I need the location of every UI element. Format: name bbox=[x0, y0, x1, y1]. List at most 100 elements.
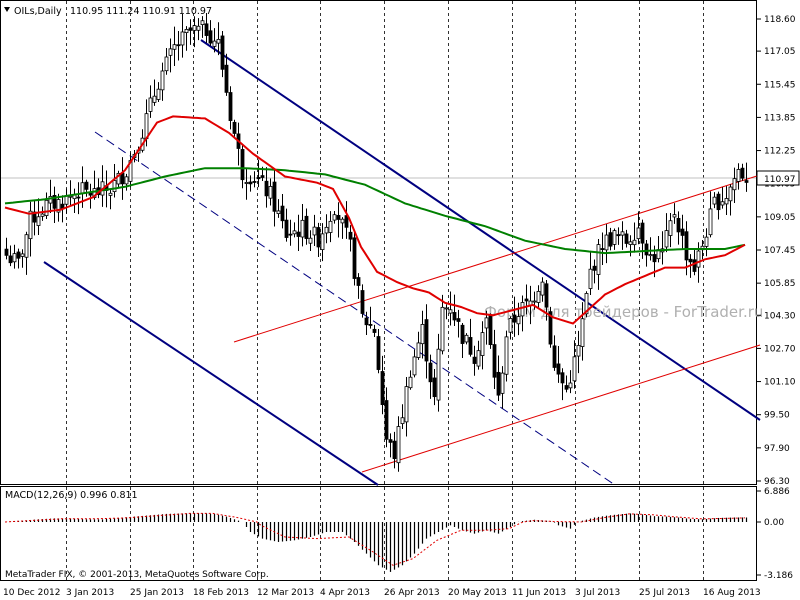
candle-body bbox=[364, 317, 369, 326]
candle-body bbox=[312, 226, 317, 236]
candle-body bbox=[612, 230, 617, 245]
candle-body bbox=[240, 149, 245, 181]
time-tick-label: 25 Jul 2013 bbox=[639, 588, 690, 598]
candle-body bbox=[728, 186, 733, 202]
macd-axis: 6.886 0.00 -3.186 bbox=[757, 487, 793, 581]
candle-body bbox=[120, 172, 125, 185]
candle-body bbox=[524, 298, 529, 302]
candle-body bbox=[712, 196, 717, 205]
candle-body bbox=[580, 318, 585, 347]
candle-body bbox=[520, 302, 525, 317]
channel-line bbox=[233, 174, 761, 343]
candle-body bbox=[16, 251, 21, 259]
price-tick-label: 118.60 bbox=[764, 15, 796, 25]
candle-body bbox=[344, 215, 349, 228]
candle-body bbox=[584, 293, 589, 315]
candle-body bbox=[664, 230, 669, 248]
candle-body bbox=[624, 233, 629, 244]
time-axis: 10 Dec 2012 3 Jan 2013 25 Jan 2013 18 Feb 2… bbox=[3, 588, 761, 598]
candle-body bbox=[400, 417, 405, 425]
candle-body bbox=[260, 175, 265, 178]
macd-label: MACD(12,26,9) 0.996 0.811 bbox=[5, 490, 138, 501]
candle-body bbox=[328, 220, 333, 233]
candle-body bbox=[352, 237, 357, 279]
symbol-marker-icon bbox=[4, 7, 10, 12]
candle-body bbox=[184, 29, 189, 34]
candle-body bbox=[572, 356, 577, 382]
candle-body bbox=[56, 199, 61, 213]
candle-body bbox=[504, 336, 509, 375]
candle-body bbox=[560, 372, 565, 384]
current-price-label: 110.97 bbox=[764, 175, 796, 185]
candle-body bbox=[464, 334, 469, 343]
candle-body bbox=[24, 234, 29, 258]
candle-body bbox=[704, 236, 709, 247]
candle-body bbox=[304, 215, 309, 239]
candle-body bbox=[476, 350, 481, 367]
candle-body bbox=[368, 324, 373, 326]
time-tick-label: 10 Dec 2012 bbox=[3, 588, 61, 598]
candle-body bbox=[436, 348, 441, 401]
candle-body bbox=[648, 254, 653, 257]
candle-body bbox=[244, 182, 249, 184]
candle-body bbox=[316, 227, 321, 248]
candle-body bbox=[432, 377, 437, 398]
candle-body bbox=[92, 188, 97, 198]
time-tick-label: 26 Apr 2013 bbox=[384, 588, 440, 598]
candle-body bbox=[408, 376, 413, 389]
candle-body bbox=[552, 345, 557, 368]
candle-body bbox=[52, 195, 57, 209]
candle-body bbox=[252, 181, 257, 183]
candle-body bbox=[608, 232, 613, 247]
candle-body bbox=[36, 216, 41, 226]
candle-body bbox=[708, 208, 713, 236]
candle-body bbox=[564, 385, 569, 390]
candle-body bbox=[360, 290, 365, 314]
candle-body bbox=[692, 259, 697, 272]
price-tick-label: 107.45 bbox=[764, 246, 796, 256]
symbol-label: OILs,Daily bbox=[14, 6, 62, 17]
candle-body bbox=[332, 214, 337, 221]
candle-body bbox=[268, 186, 273, 199]
candle-body bbox=[280, 205, 285, 222]
candle-body bbox=[172, 44, 177, 50]
candle-body bbox=[576, 345, 581, 357]
ma-slow-line bbox=[4, 167, 746, 255]
candle-body bbox=[500, 372, 505, 394]
candle-body bbox=[716, 193, 721, 211]
candle-body bbox=[168, 48, 173, 56]
candle-body bbox=[108, 192, 113, 196]
price-tick-label: 101.10 bbox=[764, 378, 796, 388]
candle-body bbox=[148, 97, 153, 112]
candle-body bbox=[324, 226, 329, 234]
candle-body bbox=[340, 218, 345, 224]
macd-tick-label: 6.886 bbox=[764, 487, 790, 497]
candle-body bbox=[152, 95, 157, 103]
candle-body bbox=[272, 181, 277, 212]
candle-body bbox=[440, 306, 445, 352]
candle-body bbox=[372, 328, 377, 333]
candle-body bbox=[448, 309, 453, 314]
candle-body bbox=[336, 215, 341, 220]
candle-body bbox=[412, 356, 417, 376]
candle-body bbox=[112, 180, 117, 193]
price-tick-label: 96.30 bbox=[764, 477, 790, 487]
candle-body bbox=[84, 181, 89, 190]
candle-body bbox=[620, 231, 625, 236]
candle-body bbox=[264, 180, 269, 197]
candle-body bbox=[80, 182, 85, 194]
ohlc-values: 110.95 111.24 110.91 110.97 bbox=[70, 6, 212, 17]
candle-body bbox=[116, 172, 121, 185]
candle-body bbox=[420, 324, 425, 345]
candle-body bbox=[380, 371, 385, 405]
candle-body bbox=[512, 314, 517, 323]
candle-body bbox=[232, 121, 237, 134]
candle-body bbox=[40, 213, 45, 217]
candle-body bbox=[480, 332, 485, 356]
candle-body bbox=[720, 201, 725, 206]
watermark-text: Форум для трейдеров - ForTrader.ru bbox=[484, 303, 763, 321]
price-tick-label: 112.25 bbox=[764, 147, 796, 157]
macd-signal-line bbox=[4, 512, 746, 566]
candle-body bbox=[28, 210, 33, 240]
